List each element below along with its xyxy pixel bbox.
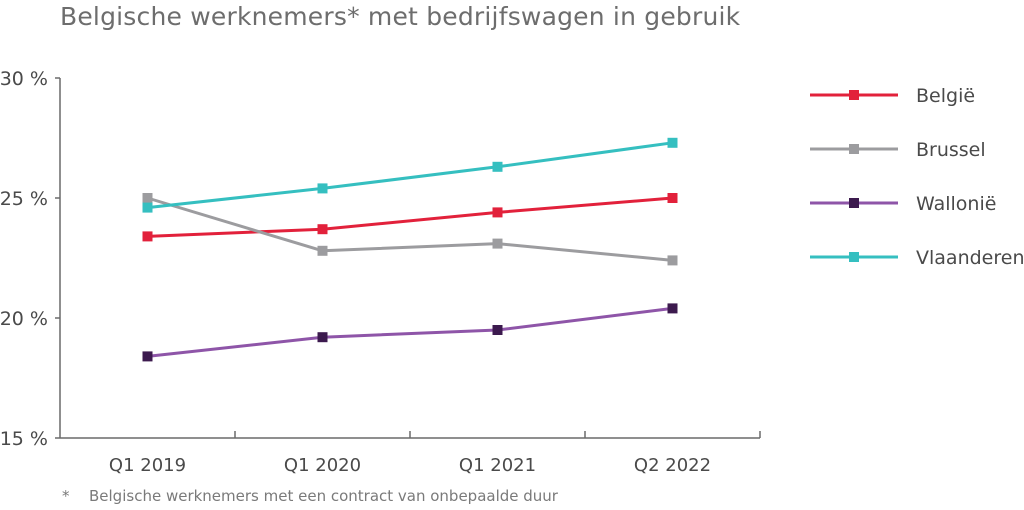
data-point (667, 255, 678, 266)
data-point (492, 325, 503, 335)
x-tick-label: Q1 2020 (284, 455, 361, 476)
axes: 15 % 20 % 25 % 30 % Q1 2019 Q1 2020 Q1 2021 Q2 … (0, 68, 761, 476)
footnote-text: Belgische werknemers met een contract va… (89, 487, 558, 505)
x-tick-label: Q1 2021 (459, 455, 536, 476)
series-line (147, 196, 673, 262)
y-tick-label: 20 % (0, 308, 48, 330)
data-point (142, 193, 153, 203)
legend-label: Wallonië (916, 193, 996, 215)
footnote: * Belgische werknemers met een contract v… (62, 487, 558, 505)
legend-marker (849, 198, 859, 208)
series-3 (142, 137, 678, 213)
legend-item: Wallonië (810, 193, 996, 215)
legend-marker (849, 144, 859, 154)
legend-marker (849, 252, 859, 262)
data-point (142, 202, 153, 213)
legend-marker (849, 90, 859, 100)
series-line (147, 141, 673, 210)
chart-title: Belgische werknemers* met bedrijfswagen … (60, 2, 741, 31)
y-tick-label: 30 % (0, 68, 48, 90)
series-1 (142, 193, 678, 266)
x-tick-label: Q2 2022 (634, 455, 711, 476)
series-line (147, 196, 673, 238)
legend-item: Vlaanderen (810, 247, 1024, 269)
data-point (492, 238, 503, 249)
data-point (667, 303, 678, 314)
line-chart: 15 % 20 % 25 % 30 % Q1 2019 Q1 2020 Q1 2021 Q2 … (0, 68, 1024, 476)
y-tick-label: 15 % (0, 428, 48, 450)
series-layer (142, 137, 678, 362)
x-tick-label: Q1 2019 (109, 455, 186, 476)
data-point (317, 183, 328, 194)
data-point (142, 351, 153, 362)
series-line (147, 306, 673, 358)
series-0 (142, 193, 678, 242)
data-point (317, 245, 328, 256)
data-point (492, 207, 503, 218)
legend-label: Brussel (916, 139, 986, 161)
data-point (492, 161, 503, 172)
data-point (667, 193, 678, 203)
legend-label: Vlaanderen (916, 247, 1024, 269)
y-tick-label: 25 % (0, 188, 48, 210)
data-point (142, 231, 153, 242)
data-point (317, 332, 328, 343)
legend-item: Brussel (810, 139, 986, 161)
data-point (317, 224, 328, 235)
footnote-marker: * (62, 487, 70, 505)
legend: België Brussel Wallonië Vlaanderen (810, 85, 1024, 269)
legend-label: België (916, 85, 975, 107)
legend-item: België (810, 85, 975, 107)
data-point (667, 137, 678, 148)
series-2 (142, 303, 678, 362)
